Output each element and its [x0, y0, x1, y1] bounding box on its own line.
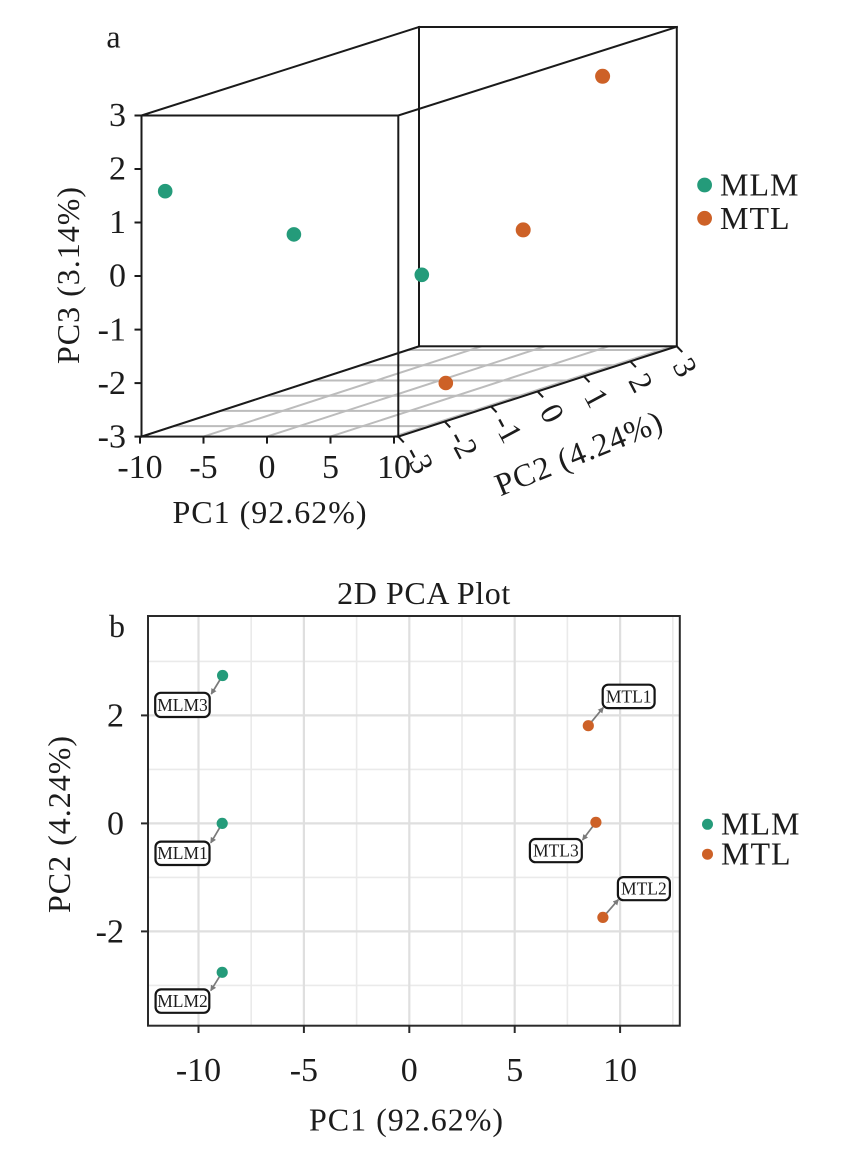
svg-text:0: 0 — [401, 1052, 418, 1089]
svg-text:-5: -5 — [290, 1052, 318, 1089]
svg-text:5: 5 — [506, 1052, 523, 1089]
svg-text:PC1 (92.62%): PC1 (92.62%) — [309, 1102, 504, 1138]
svg-text:MTL3: MTL3 — [533, 841, 579, 861]
svg-text:-1: -1 — [98, 311, 126, 348]
svg-text:PC3 (3.14%): PC3 (3.14%) — [50, 186, 86, 364]
svg-text:MLM2: MLM2 — [157, 991, 208, 1011]
svg-text:3: 3 — [666, 352, 705, 383]
svg-text:-3: -3 — [98, 418, 126, 455]
svg-text:MLM1: MLM1 — [157, 843, 208, 863]
svg-text:1: 1 — [109, 204, 126, 241]
svg-text:0: 0 — [107, 805, 124, 842]
svg-text:2: 2 — [107, 697, 124, 734]
svg-text:MLM: MLM — [721, 806, 800, 842]
svg-text:-2: -2 — [96, 913, 124, 950]
svg-text:5: 5 — [322, 449, 339, 486]
svg-text:10: 10 — [377, 449, 411, 486]
svg-text:MTL: MTL — [721, 836, 792, 872]
svg-text:MLM: MLM — [720, 167, 799, 203]
svg-text:2D PCA Plot: 2D PCA Plot — [337, 575, 511, 611]
svg-text:PC1 (92.62%): PC1 (92.62%) — [172, 494, 367, 530]
svg-text:-5: -5 — [189, 449, 217, 486]
svg-text:1: 1 — [577, 382, 616, 413]
svg-text:MTL: MTL — [720, 200, 791, 236]
svg-text:0: 0 — [109, 258, 126, 295]
svg-text:MLM3: MLM3 — [157, 695, 208, 715]
svg-text:10: 10 — [603, 1052, 637, 1089]
svg-text:-2: -2 — [98, 365, 126, 402]
svg-text:MTL2: MTL2 — [621, 879, 667, 899]
svg-text:-10: -10 — [176, 1052, 221, 1089]
svg-text:PC2 (4.24%): PC2 (4.24%) — [41, 735, 77, 913]
svg-text:b: b — [109, 608, 125, 644]
svg-text:MTL1: MTL1 — [606, 686, 652, 706]
svg-text:a: a — [106, 19, 120, 55]
svg-text:2: 2 — [109, 151, 126, 188]
svg-text:-10: -10 — [117, 449, 162, 486]
svg-text:0: 0 — [533, 398, 572, 429]
svg-text:-2: -2 — [442, 424, 486, 464]
svg-text:2: 2 — [622, 367, 661, 398]
svg-text:-1: -1 — [486, 408, 530, 448]
svg-text:0: 0 — [259, 449, 276, 486]
svg-text:3: 3 — [109, 97, 126, 134]
